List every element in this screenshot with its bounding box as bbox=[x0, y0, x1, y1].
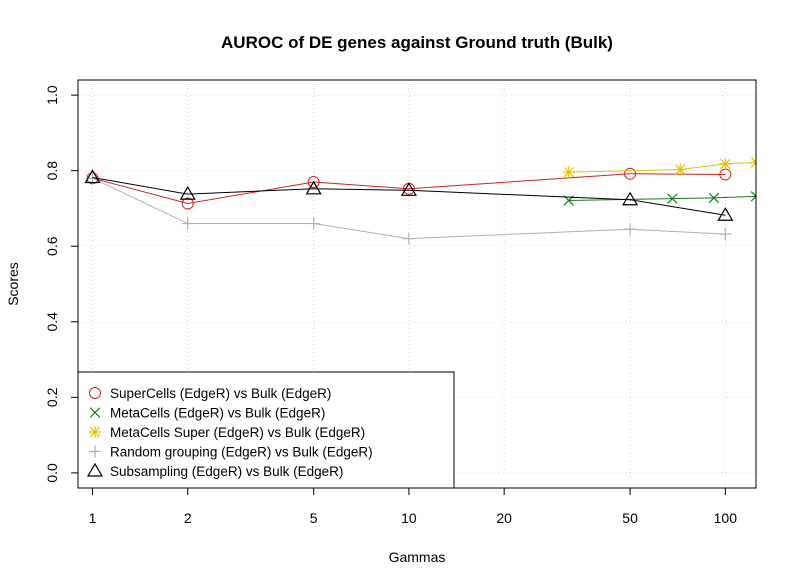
series-4 bbox=[84, 169, 734, 221]
y-tick-label: 0.4 bbox=[44, 312, 60, 332]
data-point bbox=[622, 191, 639, 206]
series-layer bbox=[84, 156, 756, 245]
y-tick-label: 0.0 bbox=[44, 463, 60, 483]
legend-label: Random grouping (EdgeR) vs Bulk (EdgeR) bbox=[110, 445, 373, 460]
y-axis-label: Scores bbox=[5, 262, 21, 306]
data-point bbox=[305, 180, 322, 195]
legend-entry: SuperCells (EdgeR) vs Bulk (EdgeR) bbox=[89, 386, 331, 401]
legend-entry: Subsampling (EdgeR) vs Bulk (EdgeR) bbox=[86, 462, 343, 479]
legend-marker bbox=[89, 387, 101, 399]
legend-label: MetaCells Super (EdgeR) vs Bulk (EdgeR) bbox=[110, 425, 365, 440]
data-point bbox=[179, 185, 196, 200]
legend-marker bbox=[89, 445, 101, 458]
series-0 bbox=[86, 167, 732, 210]
chart-title: AUROC of DE genes against Ground truth (… bbox=[221, 33, 613, 52]
legend-marker bbox=[86, 462, 104, 477]
data-point bbox=[719, 157, 732, 170]
series-line bbox=[92, 176, 726, 216]
y-tick-label: 0.6 bbox=[44, 236, 60, 256]
y-tick-label: 1.0 bbox=[44, 85, 60, 105]
x-tick-label: 5 bbox=[310, 510, 318, 526]
legend-entry: Random grouping (EdgeR) vs Bulk (EdgeR) bbox=[89, 445, 373, 460]
data-point bbox=[674, 163, 687, 176]
legend-marker bbox=[89, 407, 101, 418]
y-tick-label: 0.8 bbox=[44, 161, 60, 181]
legend-label: Subsampling (EdgeR) vs Bulk (EdgeR) bbox=[110, 464, 343, 479]
x-tick-label: 100 bbox=[714, 510, 738, 526]
x-tick-label: 50 bbox=[622, 510, 638, 526]
data-point bbox=[307, 176, 320, 188]
legend-entry: MetaCells (EdgeR) vs Bulk (EdgeR) bbox=[89, 406, 325, 421]
data-point bbox=[667, 193, 678, 204]
data-point bbox=[719, 228, 732, 241]
series-2 bbox=[562, 156, 756, 179]
x-tick-label: 20 bbox=[496, 510, 512, 526]
x-tick-label: 10 bbox=[401, 510, 417, 526]
data-point bbox=[84, 169, 101, 184]
legend-label: MetaCells (EdgeR) vs Bulk (EdgeR) bbox=[110, 406, 325, 421]
legend-marker bbox=[89, 426, 101, 438]
x-axis-label: Gammas bbox=[389, 549, 446, 565]
data-point bbox=[708, 192, 720, 204]
data-point bbox=[402, 232, 415, 245]
series-line bbox=[568, 161, 756, 173]
y-tick-label: 0.2 bbox=[44, 387, 60, 407]
x-tick-label: 1 bbox=[89, 510, 97, 526]
legend: SuperCells (EdgeR) vs Bulk (EdgeR) MetaCe… bbox=[77, 371, 455, 489]
data-point bbox=[562, 166, 575, 179]
data-point bbox=[750, 191, 756, 202]
series-line bbox=[92, 177, 726, 240]
legend-box bbox=[77, 371, 455, 489]
data-point bbox=[181, 217, 194, 230]
legend-entry: MetaCells Super (EdgeR) vs Bulk (EdgeR) bbox=[89, 425, 365, 440]
series-line bbox=[92, 173, 726, 205]
data-point bbox=[181, 197, 194, 210]
legend-label: SuperCells (EdgeR) vs Bulk (EdgeR) bbox=[110, 386, 331, 401]
data-point bbox=[307, 217, 320, 230]
data-point bbox=[717, 207, 734, 221]
data-point bbox=[624, 167, 637, 180]
data-point bbox=[624, 223, 637, 236]
data-point bbox=[400, 182, 417, 196]
x-tick-label: 2 bbox=[184, 510, 192, 526]
